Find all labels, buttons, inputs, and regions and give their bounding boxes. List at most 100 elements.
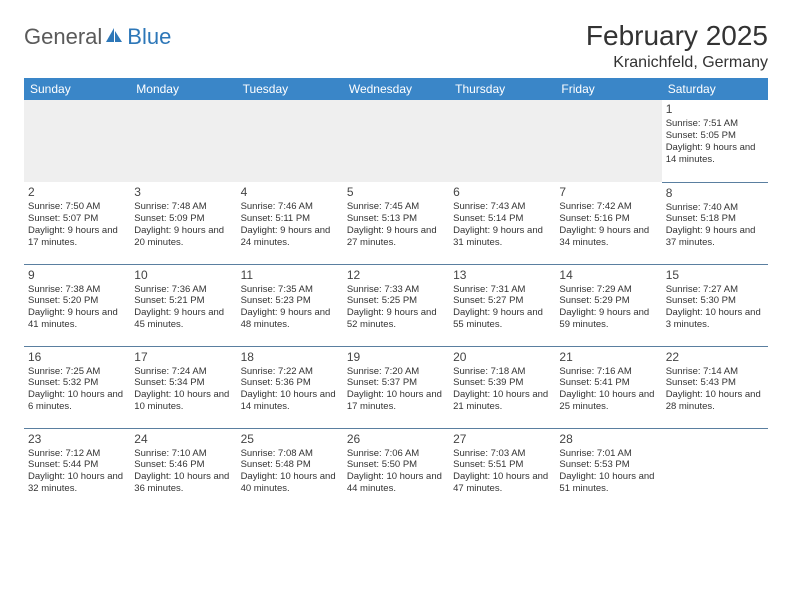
sunset-text: Sunset: 5:48 PM [241, 459, 339, 471]
day-number: 2 [28, 185, 126, 200]
sunrise-text: Sunrise: 7:03 AM [453, 448, 551, 460]
sunset-text: Sunset: 5:32 PM [28, 377, 126, 389]
day-number: 14 [559, 268, 657, 283]
calendar-row: 9Sunrise: 7:38 AMSunset: 5:20 PMDaylight… [24, 264, 768, 346]
weekday-header: Saturday [662, 78, 768, 100]
sunset-text: Sunset: 5:23 PM [241, 295, 339, 307]
sunrise-text: Sunrise: 7:50 AM [28, 201, 126, 213]
daylight-text: Daylight: 10 hours and 17 minutes. [347, 389, 445, 413]
day-cell: 10Sunrise: 7:36 AMSunset: 5:21 PMDayligh… [130, 264, 236, 346]
daylight-text: Daylight: 10 hours and 51 minutes. [559, 471, 657, 495]
day-number: 21 [559, 350, 657, 365]
sunset-text: Sunset: 5:16 PM [559, 213, 657, 225]
daylight-text: Daylight: 10 hours and 14 minutes. [241, 389, 339, 413]
weekday-header: Thursday [449, 78, 555, 100]
location-subtitle: Kranichfeld, Germany [586, 54, 768, 72]
daylight-text: Daylight: 9 hours and 41 minutes. [28, 307, 126, 331]
daylight-text: Daylight: 9 hours and 17 minutes. [28, 225, 126, 249]
day-number: 10 [134, 268, 232, 283]
day-number: 24 [134, 432, 232, 447]
sunrise-text: Sunrise: 7:33 AM [347, 284, 445, 296]
weekday-header: Friday [555, 78, 661, 100]
calendar-row: 1Sunrise: 7:51 AMSunset: 5:05 PMDaylight… [24, 100, 768, 182]
sunset-text: Sunset: 5:25 PM [347, 295, 445, 307]
day-number: 26 [347, 432, 445, 447]
day-number: 28 [559, 432, 657, 447]
brand-word-1: General [24, 24, 102, 50]
sunrise-text: Sunrise: 7:12 AM [28, 448, 126, 460]
weekday-header: Wednesday [343, 78, 449, 100]
day-cell: 18Sunrise: 7:22 AMSunset: 5:36 PMDayligh… [237, 346, 343, 428]
daylight-text: Daylight: 10 hours and 21 minutes. [453, 389, 551, 413]
sunset-text: Sunset: 5:09 PM [134, 213, 232, 225]
daylight-text: Daylight: 9 hours and 45 minutes. [134, 307, 232, 331]
day-number: 18 [241, 350, 339, 365]
daylight-text: Daylight: 10 hours and 25 minutes. [559, 389, 657, 413]
sunrise-text: Sunrise: 7:22 AM [241, 366, 339, 378]
day-cell: 19Sunrise: 7:20 AMSunset: 5:37 PMDayligh… [343, 346, 449, 428]
daylight-text: Daylight: 9 hours and 59 minutes. [559, 307, 657, 331]
weekday-header: Monday [130, 78, 236, 100]
calendar-table: SundayMondayTuesdayWednesdayThursdayFrid… [24, 78, 768, 510]
sunset-text: Sunset: 5:07 PM [28, 213, 126, 225]
month-title: February 2025 [586, 20, 768, 52]
day-number: 4 [241, 185, 339, 200]
sunset-text: Sunset: 5:51 PM [453, 459, 551, 471]
sunrise-text: Sunrise: 7:14 AM [666, 366, 764, 378]
calendar-row: 23Sunrise: 7:12 AMSunset: 5:44 PMDayligh… [24, 428, 768, 510]
daylight-text: Daylight: 9 hours and 48 minutes. [241, 307, 339, 331]
sunset-text: Sunset: 5:41 PM [559, 377, 657, 389]
sunrise-text: Sunrise: 7:06 AM [347, 448, 445, 460]
day-number: 7 [559, 185, 657, 200]
empty-cell [449, 100, 555, 182]
sail-icon [105, 27, 123, 43]
sunrise-text: Sunrise: 7:51 AM [666, 118, 764, 130]
daylight-text: Daylight: 10 hours and 36 minutes. [134, 471, 232, 495]
day-cell: 7Sunrise: 7:42 AMSunset: 5:16 PMDaylight… [555, 182, 661, 264]
sunrise-text: Sunrise: 7:20 AM [347, 366, 445, 378]
sunset-text: Sunset: 5:20 PM [28, 295, 126, 307]
calendar-page: General Blue February 2025 Kranichfeld, … [0, 0, 792, 530]
day-cell: 13Sunrise: 7:31 AMSunset: 5:27 PMDayligh… [449, 264, 555, 346]
day-number: 6 [453, 185, 551, 200]
sunrise-text: Sunrise: 7:10 AM [134, 448, 232, 460]
day-cell: 2Sunrise: 7:50 AMSunset: 5:07 PMDaylight… [24, 182, 130, 264]
daylight-text: Daylight: 9 hours and 27 minutes. [347, 225, 445, 249]
daylight-text: Daylight: 10 hours and 6 minutes. [28, 389, 126, 413]
weekday-header: Tuesday [237, 78, 343, 100]
day-number: 27 [453, 432, 551, 447]
sunset-text: Sunset: 5:29 PM [559, 295, 657, 307]
day-cell: 6Sunrise: 7:43 AMSunset: 5:14 PMDaylight… [449, 182, 555, 264]
day-number: 8 [666, 186, 764, 201]
day-cell: 26Sunrise: 7:06 AMSunset: 5:50 PMDayligh… [343, 428, 449, 510]
sunrise-text: Sunrise: 7:35 AM [241, 284, 339, 296]
day-cell: 9Sunrise: 7:38 AMSunset: 5:20 PMDaylight… [24, 264, 130, 346]
empty-cell [662, 428, 768, 510]
day-cell: 27Sunrise: 7:03 AMSunset: 5:51 PMDayligh… [449, 428, 555, 510]
calendar-body: 1Sunrise: 7:51 AMSunset: 5:05 PMDaylight… [24, 100, 768, 510]
day-cell: 23Sunrise: 7:12 AMSunset: 5:44 PMDayligh… [24, 428, 130, 510]
daylight-text: Daylight: 10 hours and 47 minutes. [453, 471, 551, 495]
sunset-text: Sunset: 5:46 PM [134, 459, 232, 471]
day-number: 25 [241, 432, 339, 447]
sunrise-text: Sunrise: 7:38 AM [28, 284, 126, 296]
sunset-text: Sunset: 5:05 PM [666, 130, 764, 142]
calendar-row: 16Sunrise: 7:25 AMSunset: 5:32 PMDayligh… [24, 346, 768, 428]
sunrise-text: Sunrise: 7:36 AM [134, 284, 232, 296]
day-number: 13 [453, 268, 551, 283]
day-cell: 15Sunrise: 7:27 AMSunset: 5:30 PMDayligh… [662, 264, 768, 346]
sunrise-text: Sunrise: 7:27 AM [666, 284, 764, 296]
daylight-text: Daylight: 9 hours and 24 minutes. [241, 225, 339, 249]
calendar-head: SundayMondayTuesdayWednesdayThursdayFrid… [24, 78, 768, 100]
daylight-text: Daylight: 9 hours and 52 minutes. [347, 307, 445, 331]
sunrise-text: Sunrise: 7:08 AM [241, 448, 339, 460]
sunrise-text: Sunrise: 7:31 AM [453, 284, 551, 296]
day-cell: 12Sunrise: 7:33 AMSunset: 5:25 PMDayligh… [343, 264, 449, 346]
calendar-row: 2Sunrise: 7:50 AMSunset: 5:07 PMDaylight… [24, 182, 768, 264]
day-cell: 1Sunrise: 7:51 AMSunset: 5:05 PMDaylight… [662, 100, 768, 182]
day-number: 16 [28, 350, 126, 365]
sunset-text: Sunset: 5:36 PM [241, 377, 339, 389]
weekday-header: Sunday [24, 78, 130, 100]
sunset-text: Sunset: 5:44 PM [28, 459, 126, 471]
daylight-text: Daylight: 10 hours and 32 minutes. [28, 471, 126, 495]
